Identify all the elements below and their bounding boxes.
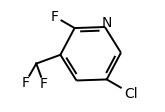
- Text: Cl: Cl: [124, 87, 138, 101]
- Text: F: F: [50, 10, 58, 24]
- Text: F: F: [39, 77, 48, 90]
- Text: F: F: [22, 75, 30, 89]
- Text: N: N: [102, 16, 112, 30]
